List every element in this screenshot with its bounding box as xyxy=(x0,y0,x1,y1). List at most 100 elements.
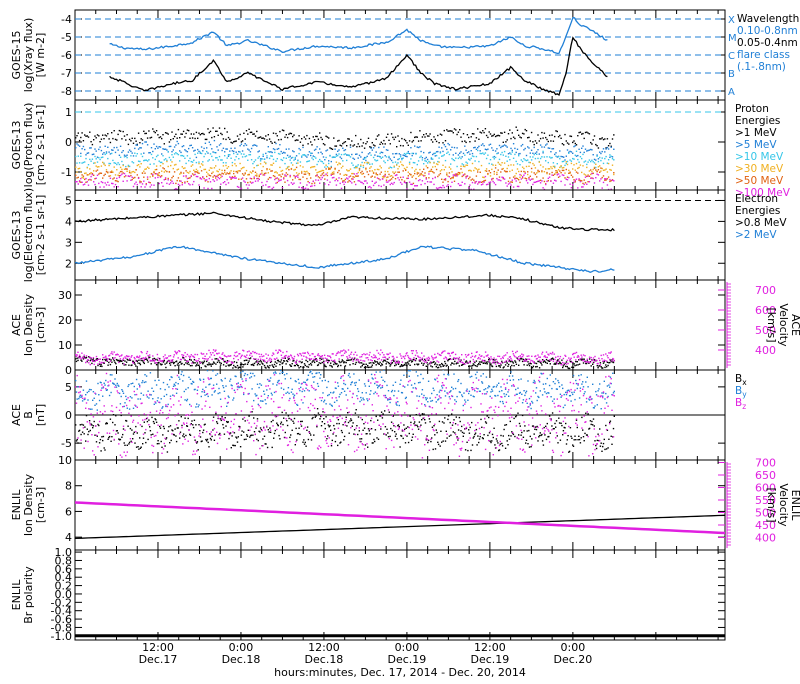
data-point xyxy=(436,163,437,164)
data-point xyxy=(203,169,204,170)
data-point xyxy=(453,363,454,364)
data-point xyxy=(281,171,282,172)
data-point xyxy=(501,162,502,163)
data-point xyxy=(206,172,207,173)
data-point xyxy=(403,177,404,178)
data-point xyxy=(124,135,125,136)
data-point xyxy=(307,161,308,162)
data-point xyxy=(356,359,357,360)
data-point xyxy=(492,157,493,158)
data-point xyxy=(545,137,546,138)
data-point xyxy=(98,173,99,174)
data-point xyxy=(141,426,142,427)
data-point xyxy=(205,179,206,180)
data-point xyxy=(166,171,167,172)
data-point xyxy=(421,419,422,420)
data-point xyxy=(125,364,126,365)
data-point xyxy=(306,366,307,367)
data-point xyxy=(288,166,289,167)
data-point xyxy=(166,362,167,363)
data-point xyxy=(191,133,192,134)
data-point xyxy=(518,153,519,154)
data-point xyxy=(115,163,116,164)
data-point xyxy=(478,169,479,170)
data-point xyxy=(274,433,275,434)
data-point xyxy=(92,427,93,428)
data-point xyxy=(590,169,591,170)
data-point xyxy=(454,181,455,182)
data-point xyxy=(494,158,495,159)
data-point xyxy=(311,439,312,440)
data-point xyxy=(373,354,374,355)
data-point xyxy=(238,138,239,139)
data-point xyxy=(581,355,582,356)
data-point xyxy=(441,442,442,443)
data-point xyxy=(527,361,528,362)
data-point xyxy=(278,178,279,179)
data-point xyxy=(414,364,415,365)
data-point xyxy=(391,183,392,184)
data-point xyxy=(495,363,496,364)
data-point xyxy=(514,360,515,361)
data-point xyxy=(209,159,210,160)
data-point xyxy=(112,178,113,179)
data-point xyxy=(499,164,500,165)
data-point xyxy=(550,181,551,182)
data-point xyxy=(174,146,175,147)
data-point xyxy=(311,183,312,184)
data-point xyxy=(205,358,206,359)
data-point xyxy=(323,156,324,157)
data-point xyxy=(238,170,239,171)
data-point xyxy=(370,155,371,156)
data-point xyxy=(284,163,285,164)
data-point xyxy=(406,352,407,353)
data-point xyxy=(576,364,577,365)
data-point xyxy=(130,172,131,173)
data-point xyxy=(100,364,101,365)
data-point xyxy=(334,149,335,150)
data-point xyxy=(583,354,584,355)
data-point xyxy=(178,365,179,366)
data-point xyxy=(281,355,282,356)
data-point xyxy=(449,144,450,145)
data-point xyxy=(444,169,445,170)
data-point xyxy=(490,133,491,134)
data-point xyxy=(547,363,548,364)
data-point xyxy=(302,166,303,167)
data-point xyxy=(569,135,570,136)
data-point xyxy=(558,363,559,364)
data-point xyxy=(482,143,483,144)
data-point xyxy=(499,179,500,180)
data-point xyxy=(294,418,295,419)
data-point xyxy=(361,152,362,153)
data-point xyxy=(542,137,543,138)
data-point xyxy=(168,178,169,179)
data-point xyxy=(147,179,148,180)
data-point xyxy=(560,138,561,139)
data-point xyxy=(223,360,224,361)
data-point xyxy=(118,360,119,361)
data-point xyxy=(89,168,90,169)
data-point xyxy=(228,355,229,356)
data-point xyxy=(254,144,255,145)
data-point xyxy=(139,147,140,148)
data-point xyxy=(274,172,275,173)
data-point xyxy=(321,425,322,426)
data-point xyxy=(182,184,183,185)
data-point xyxy=(419,360,420,361)
data-point xyxy=(256,353,257,354)
data-point xyxy=(523,364,524,365)
data-point xyxy=(93,154,94,155)
data-point xyxy=(102,135,103,136)
data-point xyxy=(305,352,306,353)
data-point xyxy=(513,143,514,144)
data-point xyxy=(475,355,476,356)
data-point xyxy=(455,153,456,154)
data-point xyxy=(215,176,216,177)
data-point xyxy=(341,145,342,146)
y-label-line: GOES-13 xyxy=(10,210,23,259)
data-point xyxy=(120,171,121,172)
data-point xyxy=(194,420,195,421)
data-point xyxy=(224,181,225,182)
data-point xyxy=(444,187,445,188)
